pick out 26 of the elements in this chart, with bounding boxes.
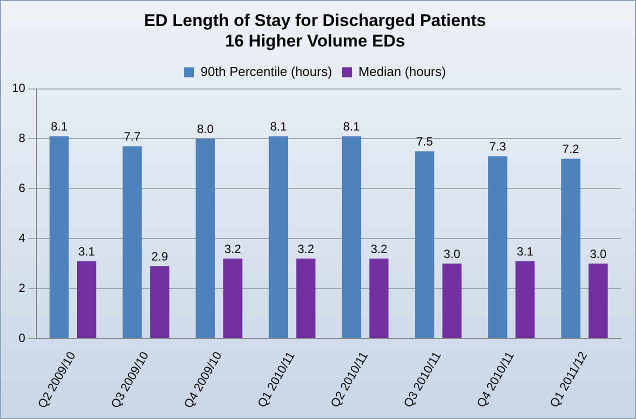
legend-label: 90th Percentile (hours) [200,64,332,79]
data-label: 3.2 [370,242,388,256]
chart-subtitle: 16 Higher Volume EDs [224,31,406,50]
data-label: 3.0 [590,246,607,261]
legend-label: Median (hours) [358,64,446,79]
data-label: 7.7 [124,130,141,144]
data-label: 3.2 [224,242,242,256]
data-label: 3.1 [516,244,534,258]
data-label: 7.3 [489,140,506,154]
data-label: 3.2 [297,242,314,256]
y-tick-label: 2 [18,280,26,295]
y-tick-label: 4 [18,230,26,245]
data-label: 7.5 [416,134,434,149]
data-label: 7.2 [562,142,580,156]
y-tick-label: 6 [18,180,26,195]
data-label: 8.1 [270,120,288,134]
y-tick-label: 8 [18,131,26,146]
chart-title: ED Length of Stay for Discharged Patients [144,10,486,30]
data-label: 8.0 [197,122,214,136]
data-label: 3.0 [444,246,461,261]
data-label: 3.1 [78,244,96,258]
data-label: 8.1 [343,120,360,134]
y-tick-label: 10 [12,81,26,96]
data-label: 2.9 [151,249,168,264]
data-label: 8.1 [50,120,68,134]
y-tick-label: 0 [18,330,26,345]
